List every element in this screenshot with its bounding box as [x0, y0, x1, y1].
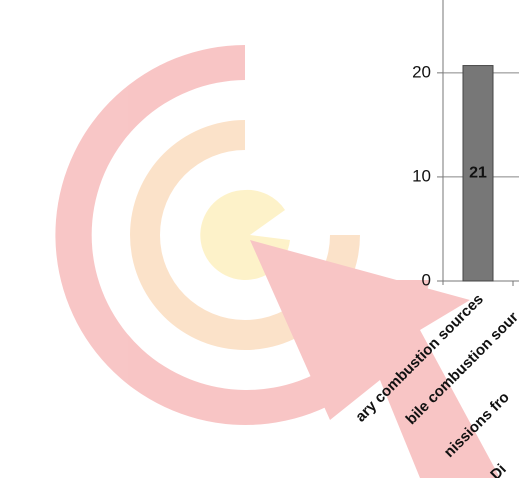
watermark-logo: [55, 45, 500, 478]
bar: [462, 65, 494, 282]
y-tick-label: 0: [422, 270, 431, 289]
data-label: 21: [469, 165, 487, 182]
y-tick-label: 10: [412, 166, 431, 185]
logo-arrow: [250, 240, 500, 478]
logo-center: [200, 189, 290, 280]
y-tick-label: 20: [412, 62, 431, 81]
